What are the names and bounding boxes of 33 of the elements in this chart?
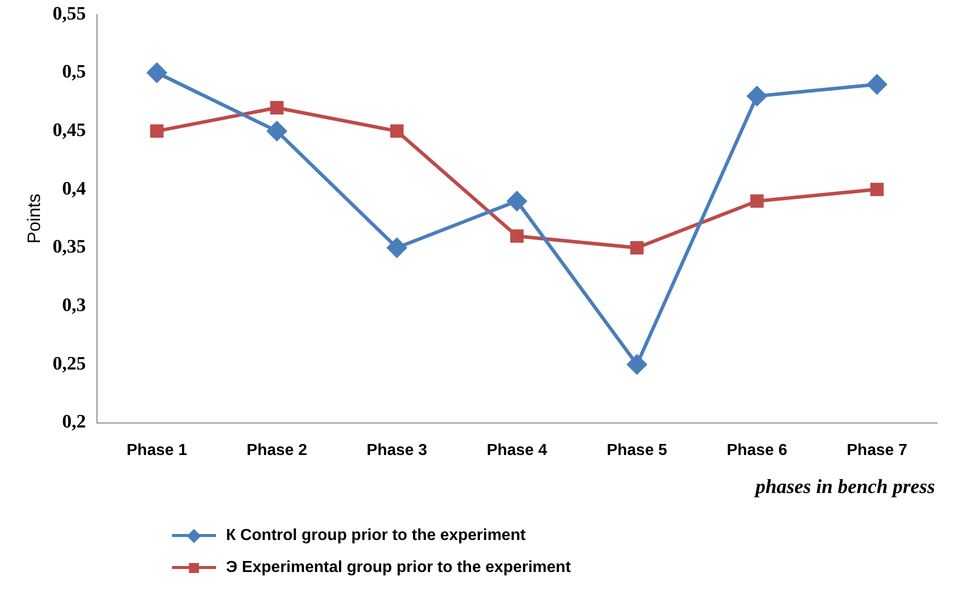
x-tick-label: Phase 2	[246, 442, 308, 459]
x-tick-label: Phase 5	[606, 442, 668, 459]
point	[507, 191, 527, 211]
point	[750, 194, 764, 208]
y-tick-label: 0,2	[62, 412, 86, 433]
x-tick-label: Phase 1	[126, 442, 188, 459]
point	[147, 62, 167, 82]
point	[867, 74, 887, 94]
y-tick-label: 0,55	[52, 3, 86, 24]
x-tick-label: Phase 4	[486, 442, 548, 459]
point	[627, 354, 647, 374]
point	[270, 101, 284, 114]
legend-label: К Control group prior to the experiment	[226, 527, 526, 545]
point	[390, 124, 404, 138]
y-tick-label: 0,3	[62, 295, 86, 316]
y-axis-title: Points	[24, 194, 44, 244]
x-tick-label: Phase 3	[366, 442, 428, 459]
point	[267, 121, 287, 141]
point	[387, 238, 407, 258]
legend-label: Э Experimental group prior to the experiment	[226, 559, 571, 577]
point	[150, 124, 164, 138]
y-tick-label: 0,45	[52, 120, 86, 141]
x-tick-label: Phase 7	[846, 442, 908, 459]
y-tick-label: 0,35	[52, 236, 86, 258]
point	[510, 229, 524, 243]
x-axis-title: phases in bench press	[756, 476, 935, 499]
y-tick-label: 0,5	[62, 62, 86, 83]
y-tick-label: 0,4	[62, 178, 86, 200]
x-tick-label: Phase 6	[726, 442, 788, 459]
y-tick-label: 0,25	[52, 353, 86, 374]
point	[747, 86, 767, 106]
point	[630, 241, 644, 254]
point	[870, 182, 884, 196]
